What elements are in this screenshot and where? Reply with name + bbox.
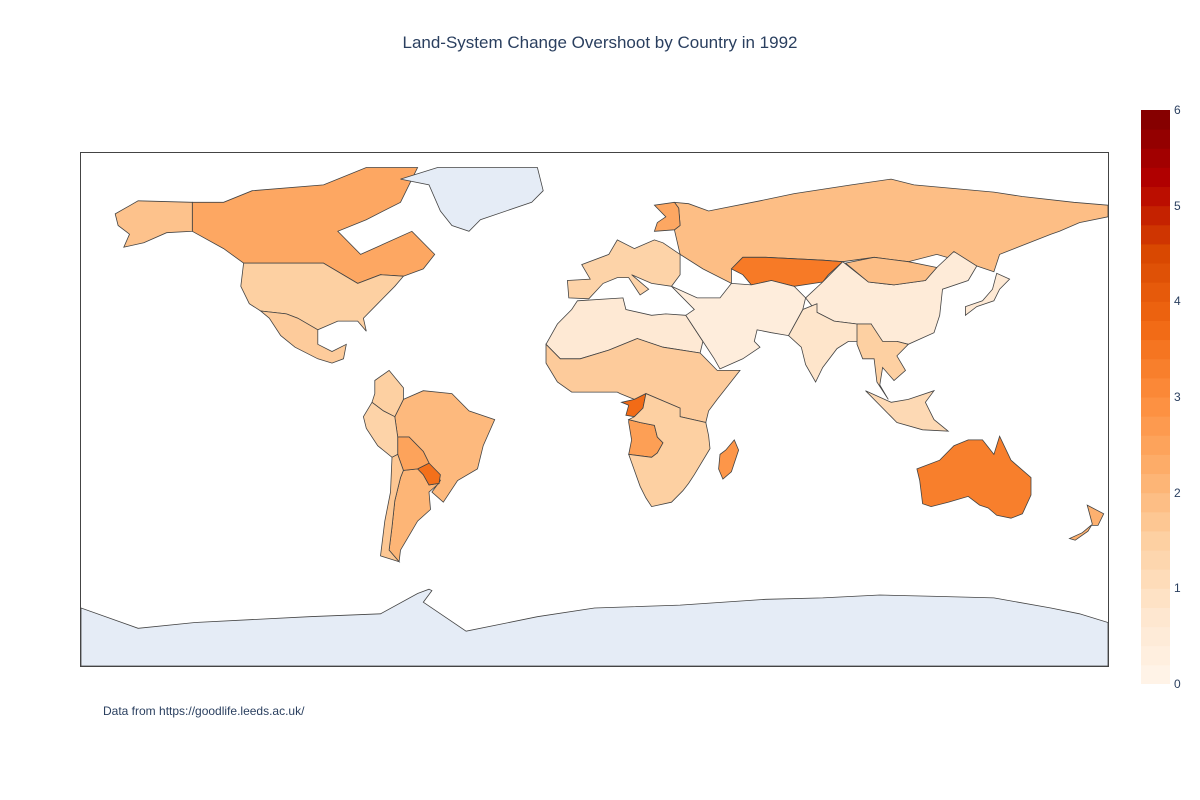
colorbar-step bbox=[1141, 205, 1170, 226]
colorbar-tick-label: 1 bbox=[1174, 581, 1181, 596]
colorbar-step bbox=[1141, 569, 1170, 589]
colorbar-step bbox=[1141, 435, 1170, 455]
source-note: Data from https://goodlife.leeds.ac.uk/ bbox=[103, 704, 305, 718]
colorbar-step bbox=[1141, 320, 1170, 341]
colorbar-step bbox=[1141, 454, 1170, 475]
colorbar bbox=[1141, 110, 1170, 684]
country-shape[interactable]: Greenland bbox=[400, 167, 544, 232]
colorbar-step bbox=[1141, 339, 1170, 360]
colorbar-step bbox=[1141, 301, 1170, 321]
colorbar-step bbox=[1141, 110, 1170, 130]
country-shape[interactable]: Antarctica bbox=[81, 588, 1108, 666]
colorbar-step bbox=[1141, 167, 1170, 188]
colorbar-step bbox=[1141, 224, 1170, 245]
country-shape[interactable]: Indonesia bbox=[865, 389, 950, 432]
colorbar-tick-label: 0 bbox=[1174, 677, 1181, 691]
colorbar-step bbox=[1141, 358, 1170, 379]
country-shape[interactable]: Japan bbox=[965, 272, 1011, 317]
colorbar-step bbox=[1141, 664, 1170, 684]
country-shape[interactable]: New Zealand bbox=[1068, 504, 1105, 541]
country-shape[interactable]: Finland bbox=[653, 201, 681, 232]
country-shape[interactable]: United States bbox=[240, 262, 405, 332]
colorbar-step bbox=[1141, 511, 1170, 532]
colorbar-step bbox=[1141, 626, 1170, 647]
country-shape[interactable]: Western Europe bbox=[566, 239, 681, 300]
colorbar-step bbox=[1141, 645, 1170, 666]
colorbar-step bbox=[1141, 282, 1170, 302]
country-shape[interactable]: Kazakhstan bbox=[730, 256, 844, 287]
colorbar-step bbox=[1141, 377, 1170, 398]
chart-title: Land-System Change Overshoot by Country … bbox=[402, 33, 798, 52]
country-shape[interactable]: Alaska (USA) bbox=[114, 200, 193, 248]
colorbar-step bbox=[1141, 530, 1170, 551]
colorbar-tick-label: 6 bbox=[1174, 103, 1181, 117]
colorbar-step bbox=[1141, 148, 1170, 168]
colorbar-tick-label: 3 bbox=[1174, 390, 1181, 404]
colorbar-tick-label: 4 bbox=[1174, 294, 1181, 309]
country-shape[interactable]: Mongolia bbox=[844, 256, 938, 286]
colorbar-tick-label: 5 bbox=[1174, 198, 1181, 213]
world-map: CanadaAlaska (USA)United StatesMexicoGre… bbox=[81, 167, 1108, 666]
colorbar-step bbox=[1141, 397, 1170, 417]
colorbar-step bbox=[1141, 473, 1170, 494]
country-shape[interactable]: Madagascar bbox=[718, 439, 740, 480]
colorbar-step bbox=[1141, 492, 1170, 513]
colorbar-tick-label: 2 bbox=[1174, 485, 1181, 500]
country-shape[interactable]: Chile bbox=[380, 453, 404, 563]
map-frame[interactable]: CanadaAlaska (USA)United StatesMexicoGre… bbox=[80, 152, 1109, 667]
colorbar-step bbox=[1141, 588, 1170, 608]
colorbar-step bbox=[1141, 416, 1170, 436]
country-shape[interactable]: Southeast Asia bbox=[856, 323, 910, 400]
country-shape[interactable]: Australia bbox=[916, 435, 1032, 519]
colorbar-step bbox=[1141, 243, 1170, 264]
country-shape[interactable]: Mexico bbox=[259, 310, 347, 364]
colorbar-step bbox=[1141, 186, 1170, 207]
colorbar-step bbox=[1141, 263, 1170, 283]
colorbar-step bbox=[1141, 607, 1170, 628]
country-shape[interactable]: Southern Africa bbox=[627, 393, 711, 508]
country-shape[interactable]: Middle East bbox=[671, 280, 807, 370]
country-shape[interactable]: West & Central Africa bbox=[545, 338, 741, 423]
country-shape[interactable]: Russia bbox=[673, 178, 1108, 285]
colorbar-step bbox=[1141, 550, 1170, 570]
colorbar-step bbox=[1141, 129, 1170, 149]
country-shape[interactable]: Peru bbox=[362, 401, 399, 458]
